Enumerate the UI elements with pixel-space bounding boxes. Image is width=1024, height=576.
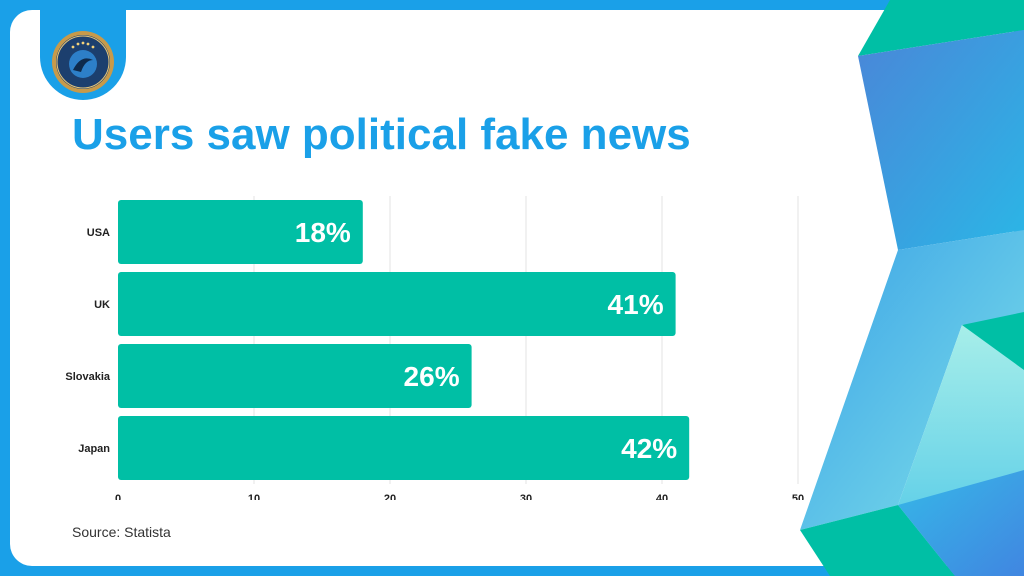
value-label: 41% <box>608 289 664 320</box>
category-labels: USA UK Slovakia Japan <box>65 227 111 455</box>
x-tick-labels: 0 10 20 30 40 50 <box>115 493 804 500</box>
bar-slovakia <box>118 344 472 408</box>
value-label: 18% <box>295 217 351 248</box>
x-tick-label: 10 <box>248 493 260 500</box>
value-label: 26% <box>404 361 460 392</box>
x-tick-label: 30 <box>520 493 532 500</box>
page-title: Users saw political fake news <box>72 110 691 159</box>
value-labels: 18% 41% 26% 42% <box>295 217 678 464</box>
bar-usa <box>118 200 363 264</box>
bar-uk <box>118 272 676 336</box>
x-tick-label: 40 <box>656 493 668 500</box>
bars <box>118 200 690 480</box>
x-tick-label: 50 <box>792 493 804 500</box>
bar-japan <box>118 416 690 480</box>
category-label: USA <box>87 227 110 239</box>
value-label: 42% <box>621 433 677 464</box>
x-tick-label: 20 <box>384 493 396 500</box>
category-label: Japan <box>78 443 110 455</box>
bar-chart: 18% 41% 26% 42% USA UK Slovakia Japan 0 10 20 30 4… <box>65 196 804 500</box>
x-tick-label: 0 <box>115 493 121 500</box>
certification-badge-icon <box>52 31 114 93</box>
category-label: UK <box>94 299 110 311</box>
category-label: Slovakia <box>65 371 111 383</box>
source-note: Source: Statista <box>72 524 171 540</box>
